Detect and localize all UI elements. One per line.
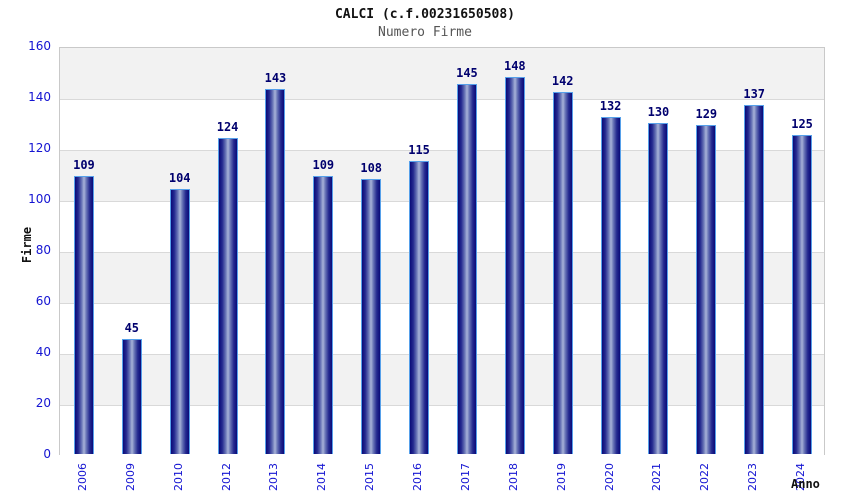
bar-value-label: 45: [124, 321, 140, 336]
gridline: [60, 303, 824, 304]
bar-2010: [169, 188, 190, 454]
plot-band: [60, 48, 824, 99]
x-tick-label: 2009: [123, 463, 137, 491]
bar-value-label: 129: [695, 107, 718, 122]
y-tick-label: 60: [35, 294, 51, 308]
bar-value-label: 108: [360, 160, 383, 175]
y-tick-label: 20: [35, 396, 51, 410]
bar-2023: [744, 104, 765, 454]
bar-2006: [73, 176, 94, 454]
bar-2009: [121, 339, 142, 454]
x-tick-label: 2016: [411, 463, 425, 491]
gridline: [60, 405, 824, 406]
y-tick-label: 0: [43, 447, 51, 461]
bar-value-label: 109: [312, 158, 335, 173]
bar-2024: [792, 135, 813, 454]
x-tick-label: 2017: [458, 463, 472, 491]
x-tick-label: 2022: [698, 463, 712, 491]
bar-value-label: 143: [264, 71, 287, 86]
y-tick-label: 40: [35, 345, 51, 359]
gridline: [60, 150, 824, 151]
y-tick-label: 160: [28, 39, 51, 53]
bar-2017: [456, 84, 477, 454]
x-tick-label: 2013: [267, 463, 281, 491]
x-tick-label: 2020: [602, 463, 616, 491]
x-tick-label: 2006: [75, 463, 89, 491]
bar-value-label: 124: [216, 119, 239, 134]
x-tick-label: 2019: [554, 463, 568, 491]
bar-value-label: 115: [408, 142, 430, 157]
x-axis-title: Anno: [791, 477, 820, 491]
x-tick-label: 2021: [650, 463, 664, 491]
gridline: [60, 201, 824, 202]
y-tick-label: 80: [35, 243, 51, 257]
x-tick-label: 2014: [315, 463, 329, 491]
chart-title: CALCI (c.f.00231650508): [334, 7, 515, 22]
bar-value-label: 130: [647, 104, 670, 119]
bar-value-label: 137: [743, 86, 766, 101]
bar-2016: [409, 160, 430, 454]
x-tick-label: 2018: [506, 463, 520, 491]
gridline: [60, 99, 824, 100]
bar-2015: [361, 178, 382, 454]
y-tick-label: 140: [28, 90, 51, 104]
bar-2014: [313, 176, 334, 454]
chart-subtitle: Numero Firme: [378, 25, 472, 40]
bar-2019: [552, 91, 573, 454]
bar-value-label: 142: [551, 73, 574, 88]
bar-2021: [648, 122, 669, 454]
plot-area: 109 45 104 124 143 109 108 115 145 148 142 132 130 12…: [59, 47, 825, 456]
bar-2013: [265, 89, 286, 454]
gridline: [60, 354, 824, 355]
x-tick-label: 2023: [746, 463, 760, 491]
gridline: [60, 252, 824, 253]
bar-2018: [504, 76, 525, 454]
y-tick-label: 100: [28, 192, 51, 206]
bar-2022: [696, 125, 717, 454]
bar-value-label: 148: [503, 58, 526, 73]
bar-2012: [217, 137, 238, 454]
bar-value-label: 132: [599, 99, 622, 114]
bar-2020: [600, 117, 621, 454]
x-tick-label: 2010: [171, 463, 185, 491]
bar-value-label: 145: [456, 66, 478, 81]
x-tick-label: 2012: [219, 463, 233, 491]
y-tick-label: 120: [28, 141, 51, 155]
bar-value-label: 109: [73, 158, 95, 173]
bar-value-label: 125: [791, 117, 813, 132]
x-tick-label: 2015: [363, 463, 377, 491]
bar-value-label: 104: [168, 170, 191, 185]
